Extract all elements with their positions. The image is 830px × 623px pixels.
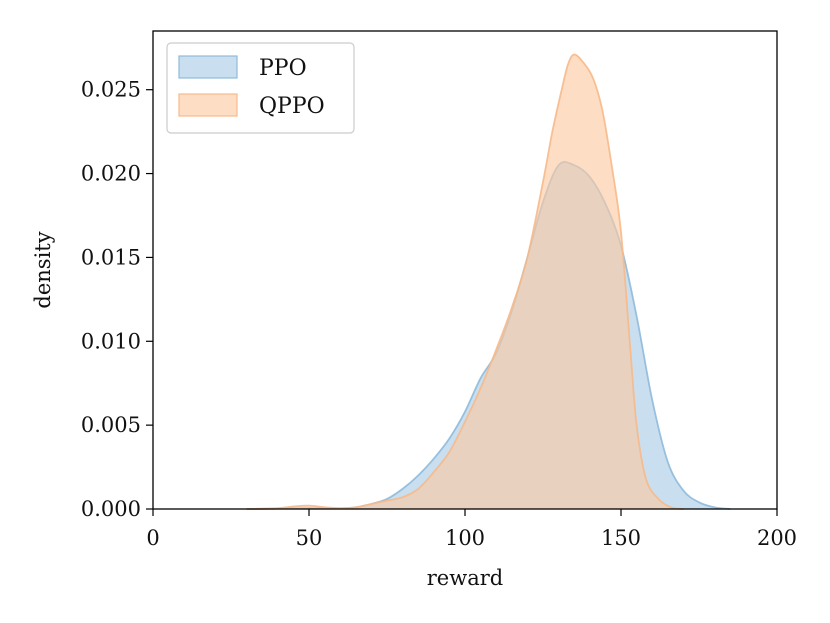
legend-swatch-ppo [178,55,238,79]
y-tick-label: 0.025 [81,78,141,102]
y-tick-label: 0.005 [81,413,141,437]
legend-swatch-qppo [178,93,238,117]
x-axis: 0 50 100 150 200 [146,509,797,550]
y-tick-label: 0.015 [81,245,141,269]
legend-label-qppo: QPPO [259,94,325,119]
x-tick-label: 100 [445,526,485,550]
x-axis-label: reward [427,566,503,590]
x-tick-label: 0 [146,526,159,550]
series-line-qppo [246,53,684,510]
x-tick-label: 150 [601,526,641,550]
legend-label-ppo: PPO [259,56,307,81]
y-tick-label: 0.010 [81,329,141,353]
series-layer [246,53,731,510]
x-tick-label: 50 [296,526,323,550]
y-tick-label: 0.000 [81,497,141,521]
legend: PPO QPPO [166,42,355,134]
series-area-qppo [246,54,684,510]
y-tick-label: 0.020 [81,162,141,186]
y-axis: 0.000 0.005 0.010 0.015 0.020 0.025 [81,78,153,521]
y-axis-label: density [31,231,55,308]
x-tick-label: 200 [757,526,797,550]
